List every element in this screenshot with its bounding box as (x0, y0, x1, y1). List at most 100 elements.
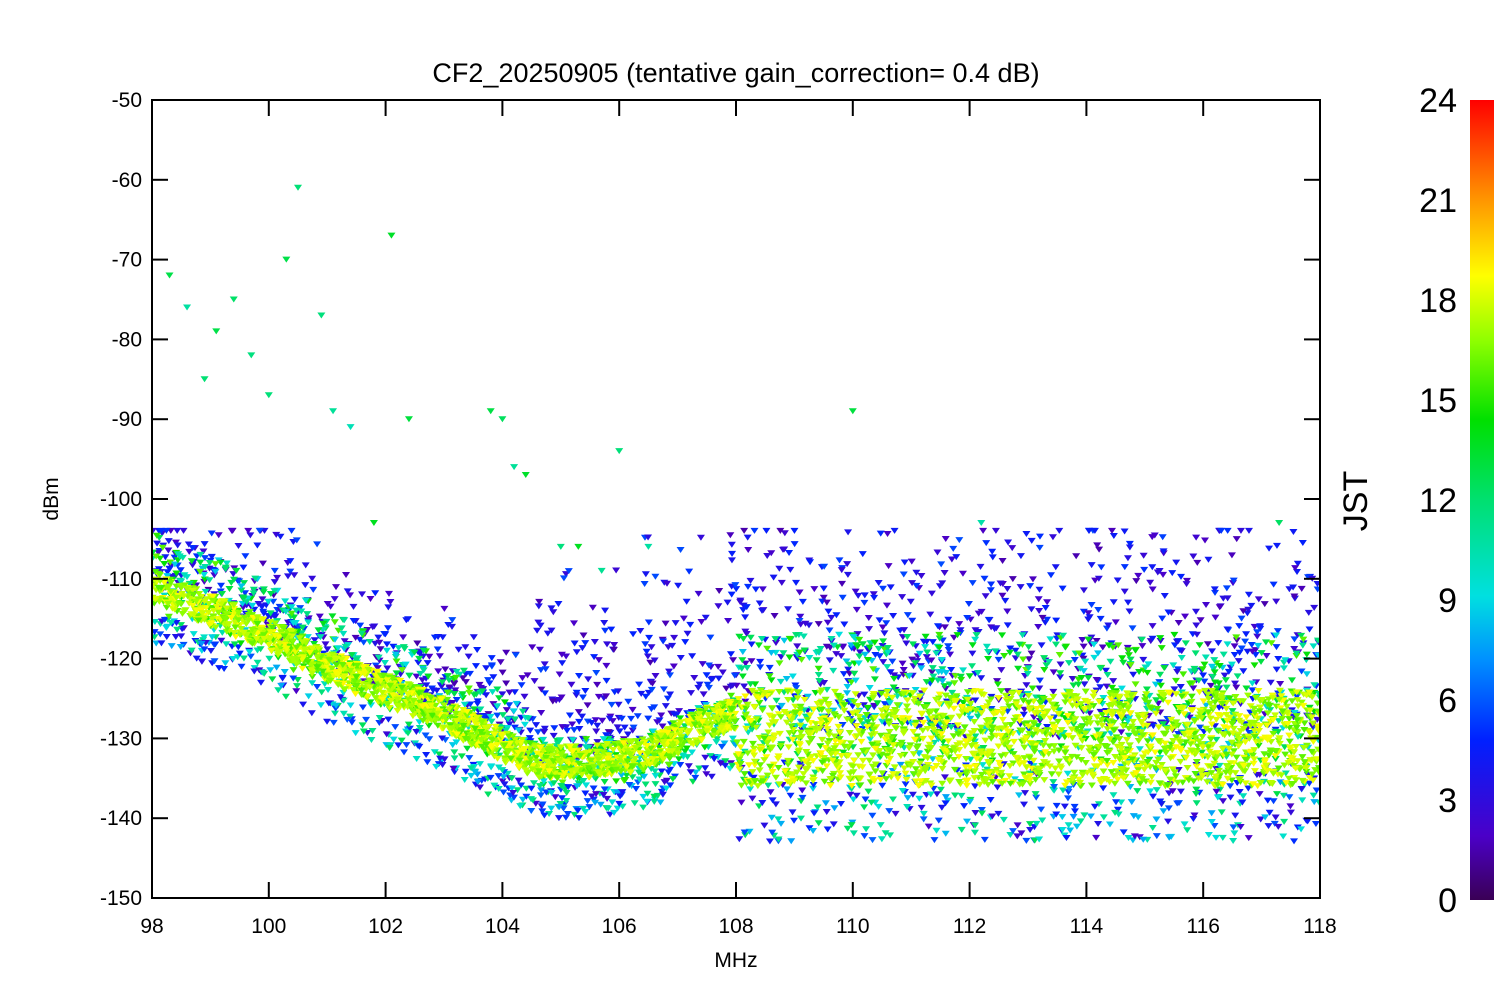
mid-point (1267, 640, 1276, 647)
low-outlier-point (810, 810, 819, 817)
floor-point (1056, 763, 1065, 770)
night-point (1208, 648, 1217, 655)
night-point (373, 665, 382, 672)
night-point (1223, 626, 1232, 633)
night-point (763, 553, 772, 560)
floor-point (170, 606, 179, 613)
mid-point (459, 667, 468, 674)
floor-point (1085, 748, 1094, 755)
night-point (860, 691, 869, 698)
signal-peaks-layer (165, 184, 1284, 574)
mid-point (1219, 651, 1228, 658)
mid-point (1215, 662, 1224, 669)
mid-point (866, 736, 875, 743)
floor-point (785, 730, 794, 737)
floor-point (1096, 738, 1105, 745)
night-point (798, 598, 807, 605)
low-outlier-point (460, 777, 469, 784)
low-outlier-point (1129, 813, 1138, 820)
floor-point (1030, 748, 1039, 755)
mid-point (948, 689, 957, 696)
night-point (837, 653, 846, 660)
mid-point (460, 701, 469, 708)
night-point (1242, 631, 1251, 638)
mid-point (452, 668, 461, 675)
night-point (843, 571, 852, 578)
low-outlier-point (449, 765, 458, 772)
night-point (562, 653, 571, 660)
floor-point (1199, 698, 1208, 705)
floor-point (837, 752, 846, 759)
floor-point (190, 611, 199, 618)
low-outlier-point (1032, 794, 1041, 801)
night-point (549, 732, 558, 739)
mid-point (1126, 656, 1135, 663)
floor-point (749, 745, 758, 752)
low-outlier-point (774, 836, 783, 843)
night-point (822, 643, 831, 650)
night-point (1004, 539, 1013, 546)
floor-point (847, 718, 856, 725)
night-point (1266, 679, 1275, 686)
floor-point (970, 775, 979, 782)
low-outlier-point (237, 663, 246, 670)
mid-point (205, 560, 214, 567)
low-outlier-point (457, 753, 466, 760)
night-point (676, 547, 685, 554)
low-outlier-point (215, 665, 224, 672)
mid-point (211, 568, 220, 575)
night-point (241, 590, 250, 597)
mid-point (1302, 671, 1311, 678)
night-point (991, 527, 1000, 534)
night-point (1027, 650, 1036, 657)
night-point (530, 678, 539, 685)
night-point (475, 681, 484, 688)
low-outlier-point (836, 801, 845, 808)
night-point (838, 643, 847, 650)
low-outlier-point (450, 749, 459, 756)
floor-point (981, 737, 990, 744)
night-point (564, 568, 573, 575)
night-point (1027, 606, 1036, 613)
low-outlier-point (545, 810, 554, 817)
low-outlier-point (448, 742, 457, 749)
floor-point (1223, 775, 1232, 782)
mid-point (855, 653, 864, 660)
night-point (827, 614, 836, 621)
low-outlier-point (1099, 814, 1108, 821)
night-point (234, 542, 243, 549)
low-outlier-point (346, 713, 355, 720)
night-point (227, 527, 236, 534)
night-point (1227, 552, 1236, 559)
floor-point (784, 761, 793, 768)
night-point (902, 640, 911, 647)
night-point (647, 644, 656, 651)
night-point (1174, 619, 1183, 626)
night-point (473, 700, 482, 707)
night-point (1247, 602, 1256, 609)
floor-point (799, 771, 808, 778)
low-outlier-point (768, 797, 777, 804)
night-point (743, 583, 752, 590)
low-outlier-point (849, 796, 858, 803)
night-point (517, 682, 526, 689)
night-point (706, 634, 715, 641)
night-point (844, 529, 853, 536)
low-outlier-point (402, 742, 411, 749)
low-outlier-point (235, 650, 244, 657)
low-outlier-point (1297, 785, 1306, 792)
low-outlier-point (771, 801, 780, 808)
night-point (496, 659, 505, 666)
floor-point (511, 742, 520, 749)
floor-point (1050, 725, 1059, 732)
night-point (644, 534, 653, 541)
mid-point (1019, 656, 1028, 663)
night-point (941, 535, 950, 542)
night-point (1251, 647, 1260, 654)
floor-point (972, 744, 981, 751)
mid-point (947, 724, 956, 731)
night-point (511, 652, 520, 659)
low-outlier-point (926, 791, 935, 798)
mid-point (1057, 743, 1066, 750)
night-point (1164, 609, 1173, 616)
